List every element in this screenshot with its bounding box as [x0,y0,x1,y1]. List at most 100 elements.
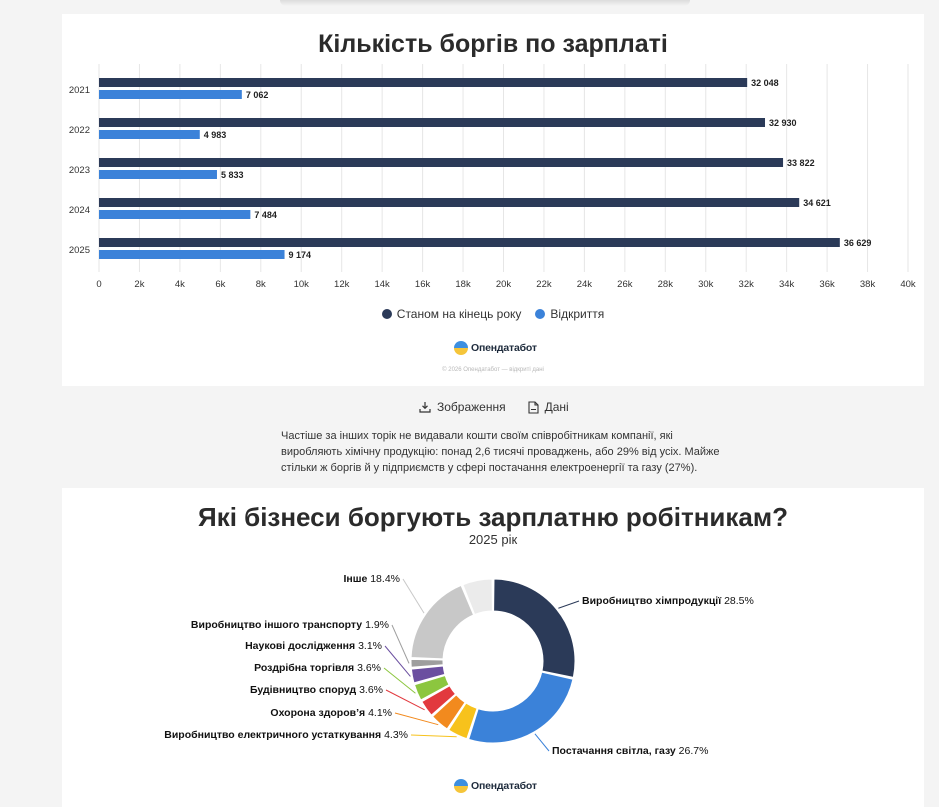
bar [99,78,748,87]
donut-slice [468,671,574,744]
donut-slice [431,694,466,730]
legend-item-year-end[interactable]: Станом на кінець року [381,307,521,321]
logo-text: Опендатабот [471,342,537,354]
donut-slice [493,578,576,678]
slice-value: 4.1% [368,707,392,719]
slice-label: Будівництво споруд 3.6% [250,684,383,696]
slice-value: 3.6% [357,662,381,674]
legend-item-opened[interactable]: Відкриття [535,307,604,321]
data-label: 36 629 [844,238,872,248]
x-tick-label: 38k [860,279,876,290]
download-image-button[interactable]: Зображення [419,400,506,414]
file-icon [528,400,539,414]
logo-text: Опендатабот [471,780,537,792]
x-tick-label: 22k [536,279,552,290]
bar-chart: 0 2k 4k 6k 8k 10k 12k 14k 16k 18k 20k 22k 24k 26k 28k 3… [69,64,916,290]
x-tick-label: 32k [739,279,755,290]
y-tick-label: 2021 [69,85,90,96]
slice-name: Виробництво хімпродукції [582,595,724,607]
x-tick-label: 24k [577,279,593,290]
slice-value: 3.1% [358,640,382,652]
x-tick-label: 40k [900,279,916,290]
connector-line [558,600,580,609]
download-data-button[interactable]: Дані [528,400,569,414]
donut-slice [413,674,450,701]
data-label: 33 822 [787,158,815,168]
x-tick-label: 34k [779,279,795,290]
article-paragraph: Частіше за інших торік не видавали кошти… [281,430,720,474]
slice-name: Виробництво електричного устаткування [164,729,384,741]
data-label: 34 621 [803,198,831,208]
slice-name: Наукові дослідження [245,640,358,652]
x-tick-label: 36k [819,279,835,290]
brand-logo: Опендатабот [454,779,537,793]
download-image-label: Зображення [437,400,506,414]
x-tick-label: 14k [374,279,390,290]
slice-label: Наукові дослідження 3.1% [245,640,382,652]
slice-name: Охорона здоров’я [270,707,368,719]
slice-label: Виробництво іншого транспорту 1.9% [191,619,389,631]
bar [99,250,285,259]
bar [99,90,242,99]
bar [99,130,200,139]
bar-chart-title: Кількість боргів по зарплаті [318,30,668,58]
slice-label: Постачання світла, газу 26.7% [552,745,708,757]
connector-line [534,733,550,752]
connector-line [391,624,410,664]
x-tick-label: 18k [455,279,471,290]
logo-icon [454,779,468,793]
slice-label: Інше 18.4% [343,573,400,585]
y-tick-label: 2024 [69,205,90,216]
x-tick-label: 0 [96,279,101,290]
slice-value: 18.4% [370,573,400,585]
connector-line [410,734,457,738]
data-label: 7 062 [246,90,269,100]
donut-chart: Виробництво хімпродукції 28.5% Постачання… [164,573,754,757]
bar-chart-card: Кількість боргів по зарплаті 0 2k 4k 6k 8k 10… [62,14,924,386]
download-icon [419,402,431,413]
slice-value: 1.9% [365,619,389,631]
slice-value: 3.6% [359,684,383,696]
x-tick-label: 20k [496,279,512,290]
slice-label: Роздрібна торгівля 3.6% [254,662,381,674]
x-tick-label: 16k [415,279,431,290]
data-label: 9 174 [289,250,312,260]
connector-line [384,645,411,677]
slice-name: Будівництво споруд [250,684,359,696]
x-tick-label: 4k [175,279,185,290]
data-label: 5 833 [221,170,244,180]
donut-slice [448,702,478,740]
slice-name: Інше [343,573,370,585]
donut-slice [421,685,457,716]
bar-chart-legend: Станом на кінець року Відкриття [62,307,924,321]
chart-actions: Зображення Дані [419,400,569,414]
copyright: © 2026 Опендатабот — відкриті дані [442,367,544,373]
brand-logo: Опендатабот [454,341,537,355]
slice-name: Виробництво іншого транспорту [191,619,365,631]
x-tick-label: 2k [134,279,144,290]
legend-label: Відкриття [550,307,605,321]
x-tick-label: 30k [698,279,714,290]
donut-chart-title: Які бізнеси боргують зарплатню робітника… [198,502,788,532]
data-label: 4 983 [204,130,227,140]
connector-line [402,578,425,614]
legend-dot [381,309,392,319]
data-label: 32 048 [751,78,779,88]
slice-label: Виробництво електричного устаткування 4.… [164,729,408,741]
top-shadow [280,0,690,6]
download-data-label: Дані [544,400,569,414]
connector-line [383,667,416,694]
donut-slice [410,658,444,668]
y-tick-label: 2025 [69,245,90,256]
donut-chart-subtitle: 2025 рік [468,532,518,547]
slice-name: Постачання світла, газу [552,745,679,757]
bar [99,198,800,207]
donut-slice [410,665,446,684]
y-tick-label: 2022 [69,125,90,136]
x-tick-label: 6k [215,279,225,290]
bar [99,158,784,167]
bar [99,210,251,219]
x-tick-label: 28k [658,279,674,290]
slice-value: 26.7% [679,745,709,757]
x-tick-label: 10k [294,279,310,290]
